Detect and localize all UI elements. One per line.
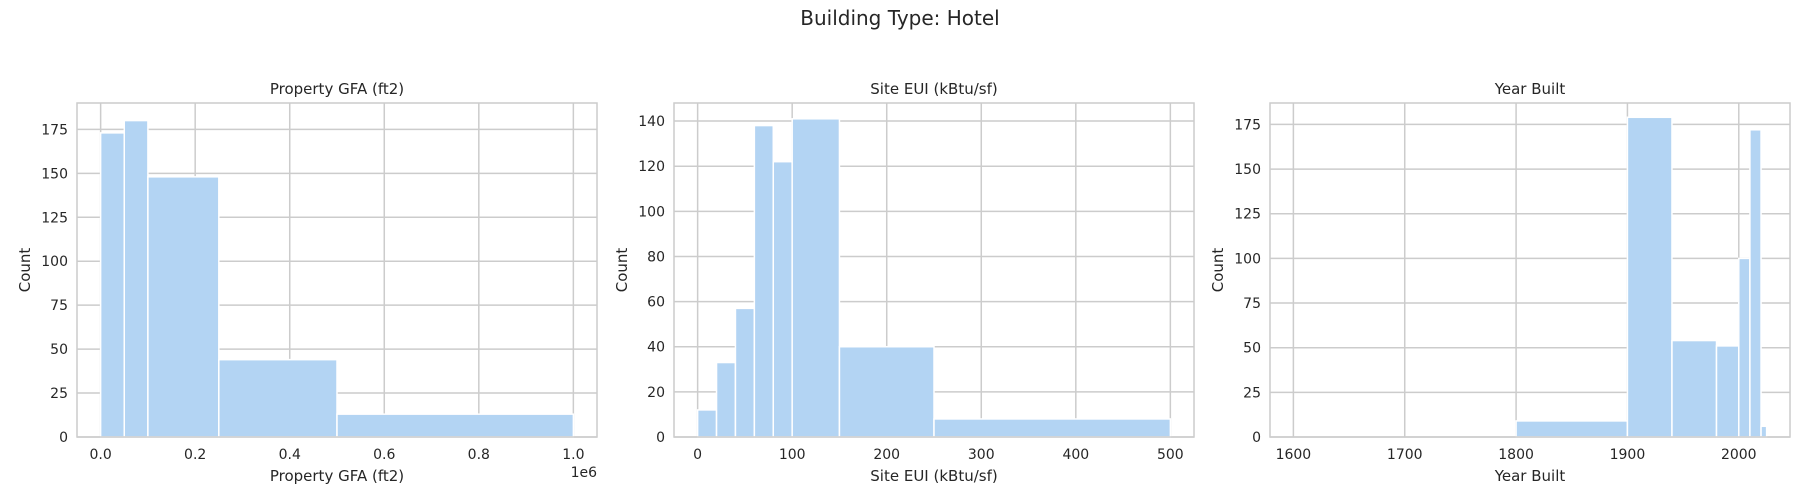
histogram-bar <box>1515 420 1629 438</box>
chart-title: Property GFA (ft2) <box>270 80 404 98</box>
figure-title: Building Type: Hotel <box>800 6 1000 30</box>
x-tick-label: 100 <box>779 447 806 463</box>
x-axis-label: Year Built <box>1494 467 1566 485</box>
y-tick-label: 0 <box>1252 430 1261 446</box>
y-tick-label: 75 <box>1243 296 1261 312</box>
x-tick-label: 1.0 <box>562 447 584 463</box>
y-tick-label: 175 <box>41 122 68 138</box>
chart-panel-3: 1600 1700 1800 1900 2000 0 25 50 75 100 125 150 175 Y… <box>1209 80 1791 485</box>
x-tick-label: 200 <box>873 447 900 463</box>
histogram-bar <box>715 361 737 438</box>
y-tick-label: 80 <box>647 249 665 265</box>
x-tick-label: 0 <box>693 447 702 463</box>
histogram-bar <box>1671 339 1718 438</box>
y-tick-label: 50 <box>1243 341 1261 357</box>
y-tick-label: 25 <box>1243 385 1261 401</box>
y-tick-label: 125 <box>1234 207 1261 223</box>
y-tick-label: 140 <box>638 114 665 130</box>
histogram-bar <box>218 358 338 438</box>
histogram-bar <box>1715 345 1740 438</box>
y-tick-label: 75 <box>50 298 68 314</box>
x-tick-label: 1900 <box>1610 447 1646 463</box>
y-tick-label: 100 <box>1234 251 1261 267</box>
y-tick-label: 25 <box>50 386 68 402</box>
histogram-bar <box>123 119 149 438</box>
x-tick-label: 1800 <box>1498 447 1534 463</box>
x-tick-label: 1700 <box>1387 447 1423 463</box>
histogram-bar <box>1760 425 1768 438</box>
chart-panel-1: 0.0 0.2 0.4 0.6 0.8 1.0 0 25 50 75 100 125 150 175 Pro… <box>16 80 598 485</box>
histogram-bar <box>753 124 775 438</box>
y-tick-label: 125 <box>41 210 68 226</box>
x-tick-label: 0.6 <box>373 447 395 463</box>
y-axis-label: Count <box>613 248 631 293</box>
axis-offset-text: 1e6 <box>571 465 598 481</box>
x-tick-label: 500 <box>1157 447 1184 463</box>
plot-frame <box>673 102 1195 438</box>
histogram-bar <box>734 307 756 438</box>
histogram-bar <box>772 160 793 438</box>
histogram-bar <box>1738 257 1751 438</box>
x-axis-label: Property GFA (ft2) <box>270 467 404 485</box>
chart-panel-2: 0 100 200 300 400 500 0 20 40 60 80 100 120 140 Site E… <box>613 80 1195 485</box>
y-tick-label: 50 <box>50 342 68 358</box>
y-axis-label: Count <box>1209 248 1227 293</box>
plot-frame <box>1269 102 1791 438</box>
y-tick-label: 60 <box>647 295 665 311</box>
histogram-bar <box>1749 129 1762 438</box>
y-tick-label: 120 <box>638 159 665 175</box>
x-axis-label: Site EUI (kBtu/sf) <box>870 467 997 485</box>
y-tick-label: 100 <box>41 254 68 270</box>
x-tick-label: 0.0 <box>90 447 112 463</box>
x-tick-label: 0.2 <box>184 447 206 463</box>
histogram-bar <box>147 176 220 438</box>
x-tick-label: 2000 <box>1721 447 1757 463</box>
x-tick-label: 300 <box>968 447 995 463</box>
y-tick-label: 20 <box>647 385 665 401</box>
x-tick-label: 0.4 <box>279 447 301 463</box>
histogram-bar <box>791 118 841 438</box>
y-tick-label: 175 <box>1234 117 1261 133</box>
histogram-bar <box>1626 116 1673 438</box>
chart-title: Site EUI (kBtu/sf) <box>870 80 997 98</box>
y-tick-label: 40 <box>647 340 665 356</box>
histogram-bar <box>696 409 718 438</box>
x-tick-label: 1600 <box>1276 447 1312 463</box>
y-tick-label: 150 <box>1234 162 1261 178</box>
x-tick-label: 400 <box>1062 447 1089 463</box>
chart-title: Year Built <box>1494 80 1566 98</box>
histogram-bar <box>933 418 1172 438</box>
plot-frame <box>76 102 598 438</box>
y-axis-label: Count <box>16 248 34 293</box>
y-tick-label: 0 <box>59 430 68 446</box>
histogram-bar <box>99 132 126 438</box>
y-tick-label: 0 <box>656 430 665 446</box>
x-tick-label: 0.8 <box>468 447 490 463</box>
y-tick-label: 100 <box>638 204 665 220</box>
histogram-bar <box>336 413 575 438</box>
y-tick-label: 150 <box>41 166 68 182</box>
histogram-bar <box>838 345 935 438</box>
